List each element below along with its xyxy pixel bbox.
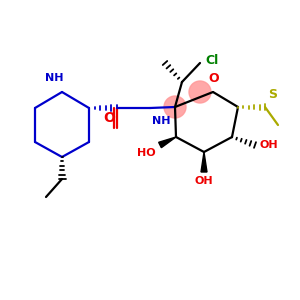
- Polygon shape: [159, 137, 176, 148]
- Polygon shape: [201, 152, 207, 172]
- Circle shape: [189, 81, 211, 103]
- Circle shape: [164, 96, 186, 118]
- Text: Cl: Cl: [205, 55, 218, 68]
- Text: S: S: [268, 88, 277, 101]
- Text: O: O: [209, 72, 219, 85]
- Text: NH: NH: [45, 73, 63, 83]
- Text: OH: OH: [195, 176, 213, 186]
- Text: OH: OH: [259, 140, 278, 150]
- Text: O: O: [103, 111, 115, 125]
- Text: HO: HO: [137, 148, 156, 158]
- Text: NH: NH: [152, 116, 170, 126]
